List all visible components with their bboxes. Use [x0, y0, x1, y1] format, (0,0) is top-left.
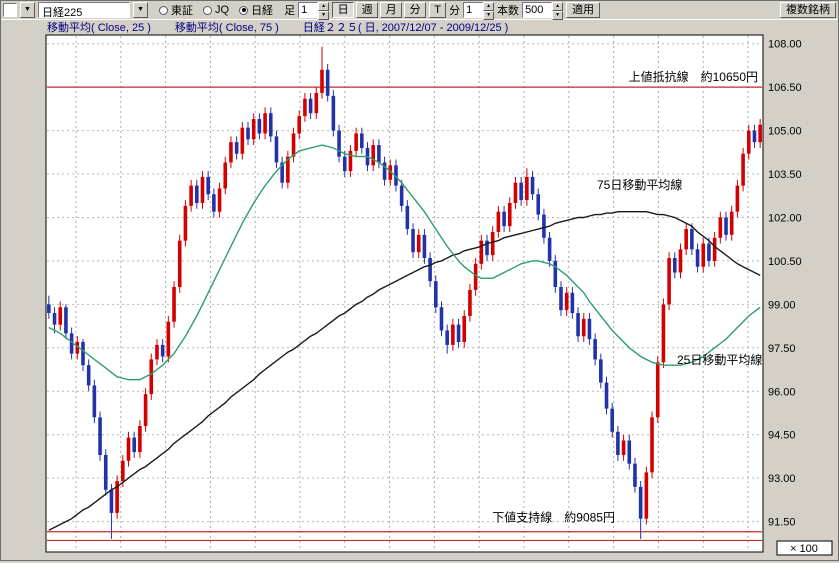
exchange-radio-group: 東証 JQ 日経	[159, 2, 273, 18]
plot-frame	[45, 34, 764, 553]
period-day-button[interactable]: 日	[332, 2, 355, 18]
candles-layer	[47, 46, 762, 539]
ma75-label: 75日移動平均線	[597, 177, 682, 192]
bars-value: 500	[522, 2, 553, 18]
spinner-arrows-icon[interactable]: ▲ ▼	[552, 2, 564, 20]
svg-text:91.50: 91.50	[768, 517, 796, 529]
period-button-group: 日週月分	[332, 2, 427, 18]
svg-text:103.50: 103.50	[768, 169, 802, 181]
spinner-arrows-icon[interactable]: ▲ ▼	[483, 2, 495, 20]
indicator-combo[interactable]	[3, 3, 17, 17]
svg-text:97.50: 97.50	[768, 343, 796, 355]
radio-label: JQ	[215, 4, 230, 16]
period-minute-button[interactable]: 分	[404, 2, 427, 18]
chevron-down-icon: ▼	[24, 6, 31, 13]
legend-bar: 移動平均( Close, 25 ) 移動平均( Close, 75 ) 日経２２…	[1, 19, 838, 34]
bars-stepper[interactable]: 500 ▲ ▼	[522, 2, 564, 20]
svg-text:106.50: 106.50	[768, 82, 802, 94]
ashi-label: 足	[284, 5, 296, 17]
radio-label: 東証	[171, 5, 193, 17]
exchange-radio-tosho[interactable]: 東証	[159, 2, 193, 18]
symbol-dropdown-button[interactable]: ▼	[133, 2, 148, 18]
minute-value: 1	[463, 2, 484, 18]
svg-text:102.00: 102.00	[768, 212, 802, 224]
svg-text:108.00: 108.00	[768, 39, 802, 51]
svg-text:99.00: 99.00	[768, 299, 796, 311]
price-chart[interactable]: 108.00 106.50 105.00 103.50 102.00 100.50 99.0…	[1, 33, 839, 563]
svg-text:100.50: 100.50	[768, 256, 802, 268]
plot-area[interactable]	[45, 34, 764, 553]
support-label: 下値支持線 約9085円	[492, 510, 615, 525]
apply-button[interactable]: 適用	[566, 2, 601, 18]
ma25-label: 25日移動平均線	[677, 352, 762, 367]
toolbar: ▼ 日経225 ▼ 東証 JQ 日経 足 1 ▲ ▼ 日週月分 T 分 1 ▲ ▼ 本数…	[1, 1, 838, 20]
exchange-radio-nikkei[interactable]: 日経	[239, 2, 273, 18]
radio-circle-icon	[203, 5, 212, 15]
spinner-arrows-icon[interactable]: ▲ ▼	[318, 2, 330, 20]
interval-stepper[interactable]: 1 ▲ ▼	[298, 2, 330, 20]
radio-circle-icon	[159, 5, 168, 15]
legend-series-title: 日経２２５( 日, 2007/12/07 - 2009/12/25 )	[302, 21, 509, 34]
bars-label: 本数	[497, 5, 520, 17]
svg-text:94.50: 94.50	[768, 430, 796, 442]
legend-ma25: 移動平均( Close, 25 )	[47, 21, 151, 34]
chevron-down-icon: ▼	[137, 6, 144, 13]
ma75-line	[48, 210, 761, 531]
indicator-dropdown-button[interactable]: ▼	[20, 2, 35, 18]
resistance-label: 上値抵抗線 約10650円	[629, 69, 758, 84]
interval-value: 1	[298, 2, 319, 18]
axis-multiplier-box	[776, 540, 833, 556]
legend-ma75: 移動平均( Close, 75 )	[174, 21, 279, 34]
period-month-button[interactable]: 月	[380, 2, 403, 18]
multi-symbol-button[interactable]: 複数銘柄	[780, 2, 836, 18]
svg-text:93.00: 93.00	[768, 473, 796, 485]
ma25-line	[48, 144, 761, 381]
y-axis-labels: 108.00 106.50 105.00 103.50 102.00 100.50 99.0…	[768, 39, 802, 529]
svg-text:96.00: 96.00	[768, 386, 796, 398]
symbol-combo[interactable]: 日経225	[38, 2, 130, 18]
radio-label: 日経	[251, 5, 274, 17]
symbol-combo-value: 日経225	[42, 7, 83, 18]
exchange-radio-jq[interactable]: JQ	[203, 4, 229, 16]
tick-button[interactable]: T	[429, 2, 447, 18]
svg-text:105.00: 105.00	[768, 126, 802, 138]
axis-multiplier-label: × 100	[790, 543, 818, 555]
minute-label: 分	[449, 5, 461, 17]
minute-stepper[interactable]: 1 ▲ ▼	[463, 2, 495, 20]
radio-circle-icon	[239, 5, 249, 15]
trend-lines	[47, 86, 762, 542]
period-week-button[interactable]: 週	[356, 2, 379, 18]
